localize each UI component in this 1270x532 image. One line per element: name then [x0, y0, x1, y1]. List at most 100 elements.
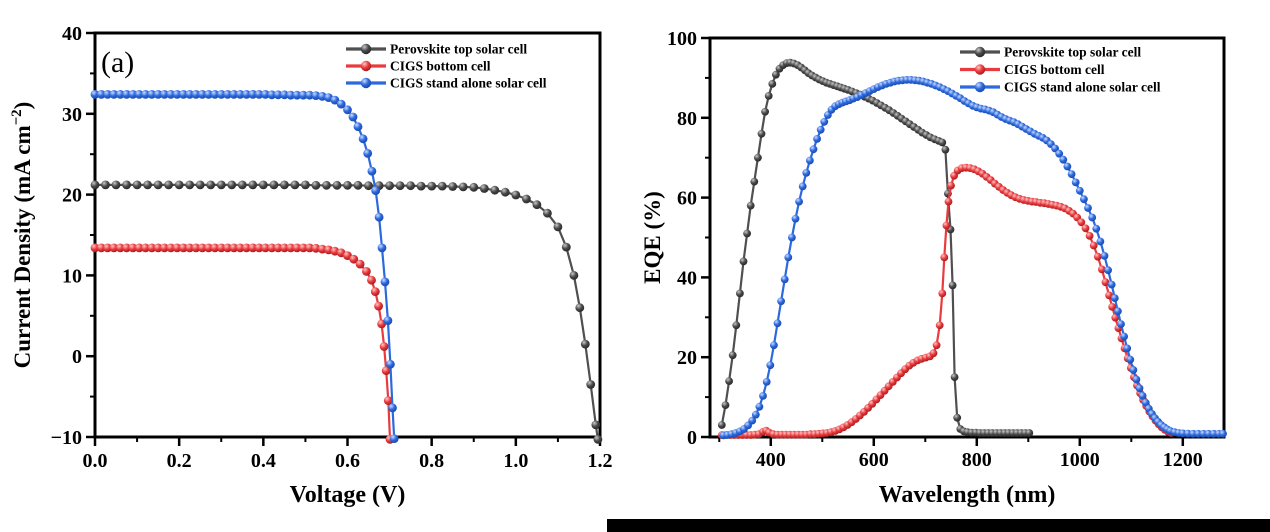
- series-cigs_standalone-marker: [128, 90, 138, 99]
- series-cigs_standalone-marker: [103, 90, 112, 99]
- series-perovskite-marker: [406, 181, 415, 191]
- series-cigs_bottom-marker: [1108, 303, 1117, 311]
- series-cigs_standalone-marker: [791, 214, 800, 223]
- series-cigs_standalone-marker: [1132, 375, 1141, 384]
- series-cigs_bottom-marker: [134, 243, 144, 253]
- series-cigs_standalone-marker: [816, 125, 825, 134]
- series-cigs_standalone-marker: [115, 90, 125, 99]
- series-cigs_bottom-marker: [1101, 278, 1110, 287]
- legend-label: Perovskite top solar cell: [1004, 45, 1141, 60]
- series-cigs_bottom-marker: [311, 243, 321, 253]
- series-cigs_standalone-marker: [160, 90, 169, 99]
- series-perovskite-marker: [725, 377, 733, 385]
- y-tick-label: 0: [72, 346, 82, 368]
- series-cigs_standalone-marker: [330, 95, 340, 105]
- legend: Perovskite top solar cell CIGS bottom cel…: [346, 42, 547, 91]
- series-cigs_standalone-marker: [185, 90, 195, 99]
- series-perovskite-marker: [227, 180, 237, 190]
- y-tick-label: 10: [62, 265, 82, 287]
- series-cigs_standalone-marker: [248, 90, 258, 99]
- series-cigs_standalone-curve: [723, 78, 1223, 437]
- series-perovskite-marker: [364, 181, 373, 191]
- series-cigs_standalone-marker: [798, 182, 807, 191]
- legend-label: CIGS bottom cell: [1004, 62, 1105, 77]
- x-tick-label: 1.0: [503, 450, 528, 472]
- series-perovskite-marker: [717, 421, 726, 429]
- series-cigs_standalone-marker: [809, 145, 818, 154]
- series-cigs_standalone-marker: [1100, 252, 1109, 260]
- series-cigs_bottom-marker: [273, 243, 283, 253]
- legend-marker-perovskite: [360, 43, 372, 55]
- series-cigs_standalone-marker: [1092, 224, 1101, 233]
- y-tick-label: −10: [51, 427, 82, 449]
- series-cigs_standalone-marker: [1055, 149, 1064, 158]
- series-cigs_standalone-marker: [1117, 320, 1125, 328]
- series-cigs_standalone-marker: [802, 169, 811, 177]
- series-perovskite-marker: [522, 194, 531, 204]
- series-perovskite-marker: [532, 200, 542, 210]
- series-cigs_standalone-marker: [784, 253, 793, 262]
- axis-ticks: 400 600 800 1000 1200 0 20 40 60 80 100: [667, 28, 1203, 471]
- series-cigs_standalone-marker: [780, 275, 789, 284]
- series-perovskite-marker: [761, 107, 769, 116]
- series-cigs_standalone-marker: [242, 90, 251, 99]
- series-cigs_standalone-marker: [229, 90, 239, 99]
- series-perovskite-marker: [185, 180, 195, 190]
- series-cigs_standalone-marker: [1059, 155, 1068, 164]
- series-perovskite-marker: [743, 229, 751, 238]
- series-cigs_bottom-marker: [90, 243, 100, 253]
- series-cigs_standalone-marker: [1129, 366, 1138, 374]
- series-perovskite-marker: [353, 180, 363, 190]
- series-cigs_bottom-marker: [191, 243, 201, 253]
- legend-label: Perovskite top solar cell: [390, 42, 527, 57]
- series-cigs_standalone-marker: [1141, 398, 1150, 407]
- x-tick-label: 1000: [1060, 449, 1100, 471]
- series-cigs_bottom: [90, 243, 395, 444]
- series-cigs_standalone-marker: [90, 90, 100, 99]
- series-cigs_standalone-marker: [191, 90, 201, 99]
- series-cigs_bottom-marker: [349, 254, 359, 264]
- series-cigs_standalone-marker: [377, 243, 387, 253]
- series-cigs_bottom-marker: [947, 181, 955, 190]
- series-cigs_bottom-marker: [938, 289, 947, 298]
- series-cigs_standalone-marker: [261, 90, 270, 99]
- series-perovskite-marker: [543, 208, 552, 218]
- series-cigs_standalone-marker: [759, 392, 767, 400]
- series-perovskite-marker: [164, 180, 174, 190]
- series-cigs_bottom-marker: [96, 243, 106, 253]
- series-cigs_standalone-marker: [166, 90, 176, 99]
- series-perovskite-marker: [739, 257, 748, 266]
- series-perovskite-marker: [332, 180, 342, 190]
- series-perovskite-marker: [174, 180, 184, 190]
- series-cigs_standalone: [719, 76, 1227, 440]
- series-cigs_bottom-marker: [204, 243, 214, 253]
- series-perovskite-marker: [448, 182, 458, 191]
- series-perovskite-marker: [586, 380, 596, 389]
- series-cigs_standalone-marker: [311, 91, 321, 100]
- series-cigs_bottom-marker: [379, 342, 389, 351]
- series-cigs_bottom-marker: [122, 243, 131, 253]
- series-perovskite-marker: [195, 180, 205, 190]
- series-cigs_bottom-marker: [355, 259, 365, 269]
- series-perovskite: [90, 180, 603, 444]
- series-perovskite-marker: [153, 180, 163, 190]
- x-tick-label: 0.6: [335, 450, 360, 472]
- y-tick-label: 60: [677, 188, 697, 210]
- y-tick-label: 20: [62, 185, 82, 207]
- series-cigs_standalone-marker: [806, 156, 814, 165]
- series-perovskite-marker: [111, 180, 121, 190]
- series-cigs_standalone-marker: [766, 361, 775, 370]
- series-cigs_bottom-marker: [254, 243, 264, 253]
- y-tick-label: 30: [62, 104, 82, 126]
- series-perovskite-marker: [237, 180, 247, 190]
- series-cigs_standalone-curve: [95, 93, 396, 439]
- series-cigs_standalone-marker: [1120, 332, 1128, 341]
- series-cigs_bottom-marker: [362, 267, 371, 276]
- series-perovskite-marker: [754, 153, 762, 162]
- series-perovskite-marker: [258, 180, 268, 190]
- series-perovskite-marker: [479, 184, 489, 193]
- series-perovskite-marker: [732, 321, 741, 330]
- legend-marker-cigs_standalone: [974, 81, 986, 93]
- series-cigs_bottom-marker: [197, 243, 207, 253]
- y-tick-label: 40: [677, 267, 697, 289]
